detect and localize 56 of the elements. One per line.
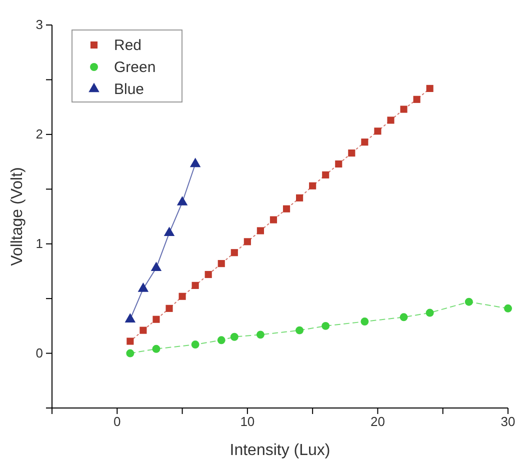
point — [400, 313, 408, 322]
y-tick-label: 1 — [36, 236, 43, 252]
point — [464, 298, 473, 306]
x-tick-label: 10 — [240, 414, 255, 430]
point — [282, 205, 290, 212]
point — [204, 270, 212, 278]
point — [413, 96, 420, 103]
y-tick-label: 3 — [36, 17, 43, 32]
point — [322, 322, 330, 330]
x-tick-label: 0 — [114, 414, 121, 430]
point — [256, 227, 264, 234]
legend-label: Red — [114, 37, 142, 54]
point — [164, 226, 175, 236]
point — [190, 158, 201, 168]
point — [152, 344, 160, 353]
point — [178, 292, 186, 300]
point — [166, 304, 173, 312]
point — [152, 316, 160, 323]
point — [176, 196, 188, 206]
point — [400, 106, 408, 113]
point — [150, 262, 162, 272]
x-tick-label: 30 — [500, 414, 516, 430]
point — [126, 349, 134, 358]
point — [374, 128, 382, 135]
point — [322, 171, 330, 178]
point — [426, 308, 434, 317]
point — [217, 336, 226, 344]
point — [218, 260, 225, 268]
legend-label: Blue — [114, 81, 144, 98]
point — [126, 338, 134, 345]
x-axis-title: Intensity (Lux) — [230, 442, 330, 459]
point — [296, 326, 304, 334]
point — [270, 216, 278, 224]
point — [335, 160, 342, 168]
point — [426, 84, 434, 92]
point — [138, 282, 149, 292]
x-tick-label: 20 — [370, 414, 385, 430]
point — [504, 304, 512, 312]
y-axis-title: Volltage (Volt) — [9, 167, 26, 266]
y-tick-label: 2 — [36, 126, 43, 142]
point — [230, 332, 238, 341]
point — [230, 249, 238, 256]
point — [348, 149, 356, 157]
point — [361, 138, 368, 146]
point — [296, 194, 304, 202]
point — [360, 318, 369, 326]
legend-label: Green — [114, 59, 156, 76]
point — [140, 326, 147, 334]
point — [191, 340, 200, 349]
y-tick-label: 0 — [36, 345, 43, 360]
point — [244, 238, 251, 246]
point — [124, 313, 136, 322]
point — [387, 116, 394, 124]
point — [256, 330, 264, 339]
point — [192, 282, 199, 289]
point — [309, 182, 316, 190]
